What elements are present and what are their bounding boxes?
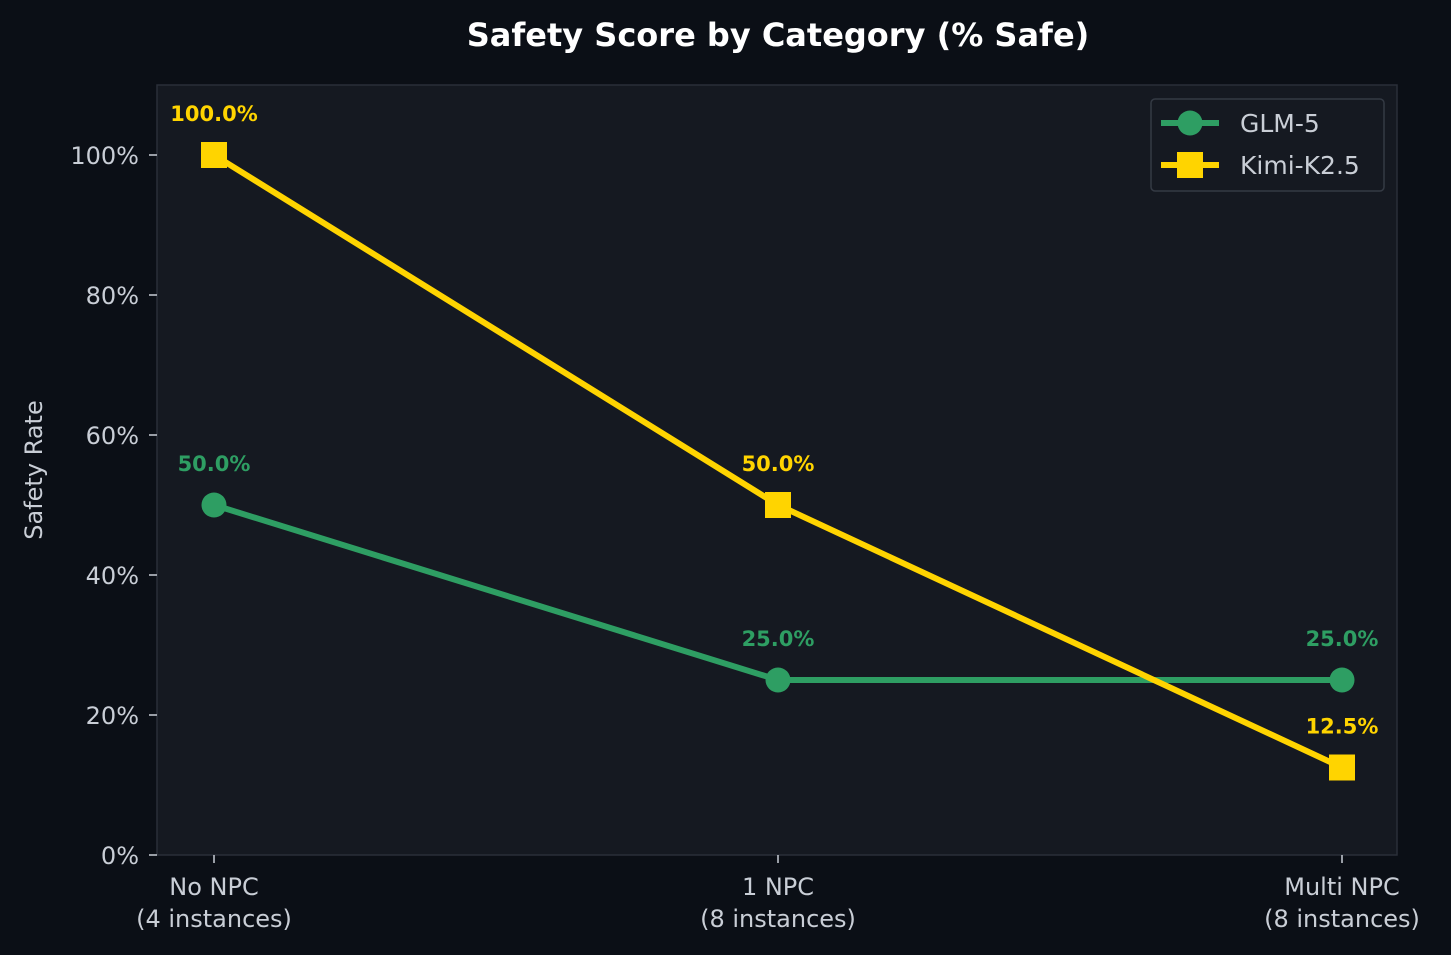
x-tick-label: (8 instances)	[1264, 905, 1420, 933]
data-label: 50.0%	[178, 452, 251, 476]
y-tick-label: 0%	[101, 842, 139, 870]
y-axis-label: Safety Rate	[20, 400, 48, 539]
x-tick-label: (8 instances)	[700, 905, 856, 933]
x-tick-label: 1 NPC	[742, 873, 814, 901]
data-label: 50.0%	[742, 452, 815, 476]
legend-marker	[1177, 152, 1203, 178]
x-tick-label: Multi NPC	[1284, 873, 1399, 901]
data-point	[1329, 667, 1355, 693]
legend-label: Kimi-K2.5	[1240, 151, 1360, 180]
data-label: 100.0%	[170, 102, 257, 126]
legend: GLM-5 Kimi-K2.5	[1150, 98, 1385, 192]
data-point	[1329, 754, 1355, 781]
y-tick-label: 100%	[70, 142, 139, 170]
data-point	[201, 142, 227, 168]
chart-title: Safety Score by Category (% Safe)	[467, 16, 1090, 54]
data-label: 25.0%	[742, 627, 815, 651]
data-point	[765, 492, 791, 518]
plot-area	[156, 84, 1398, 856]
data-label: 12.5%	[1306, 715, 1379, 739]
data-labels: 50.0% 25.0% 25.0% 100.0% 50.0% 12.5%	[170, 102, 1378, 739]
axes: 0% 20% 40% 60% 80% 100% No NPC (4 instances) 1 N…	[70, 142, 1420, 933]
data-point	[765, 667, 791, 693]
data-label: 25.0%	[1306, 627, 1379, 651]
x-tick-label: No NPC	[169, 873, 258, 901]
y-tick-label: 40%	[86, 562, 139, 590]
x-tick-label: (4 instances)	[136, 905, 292, 933]
legend-label: GLM-5	[1240, 109, 1320, 138]
series-layer	[201, 142, 1355, 781]
data-point	[201, 492, 227, 518]
y-tick-label: 20%	[86, 702, 139, 730]
legend-marker	[1177, 110, 1203, 136]
y-tick-label: 60%	[86, 422, 139, 450]
y-tick-label: 80%	[86, 282, 139, 310]
